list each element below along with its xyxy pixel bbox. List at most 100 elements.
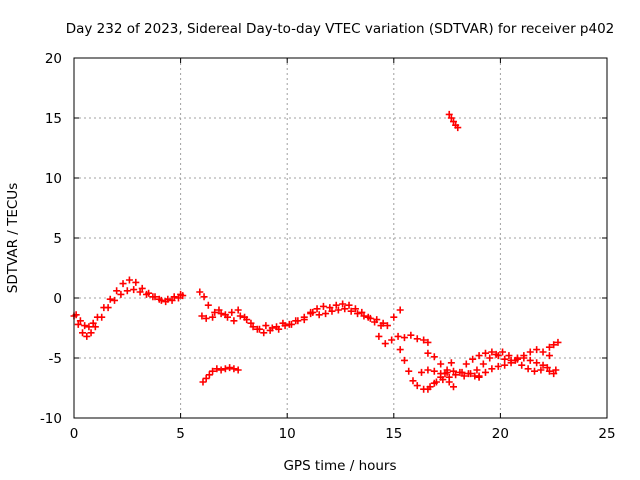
series-track-m bbox=[445, 110, 462, 132]
data-point bbox=[366, 314, 374, 322]
data-point bbox=[136, 288, 144, 296]
data-point bbox=[443, 366, 451, 374]
data-point bbox=[456, 368, 464, 376]
data-point bbox=[533, 346, 541, 354]
data-point bbox=[130, 286, 138, 294]
data-point bbox=[234, 366, 242, 374]
data-point bbox=[424, 349, 432, 357]
data-point bbox=[518, 361, 526, 369]
data-point bbox=[341, 305, 349, 313]
data-point bbox=[125, 276, 133, 284]
data-point bbox=[236, 312, 244, 320]
series-track-j bbox=[418, 366, 464, 378]
data-point bbox=[209, 367, 217, 375]
data-point bbox=[87, 329, 95, 337]
data-point bbox=[533, 359, 541, 367]
data-point bbox=[292, 317, 300, 325]
data-point bbox=[253, 325, 261, 333]
y-tick-label: 20 bbox=[45, 51, 62, 67]
series-track-a bbox=[70, 286, 187, 340]
data-point bbox=[199, 378, 207, 386]
data-point bbox=[409, 377, 417, 385]
data-point bbox=[300, 316, 308, 324]
data-point bbox=[437, 373, 445, 381]
y-tick-label: -5 bbox=[49, 351, 62, 367]
x-tick-label: 10 bbox=[279, 426, 296, 442]
data-point bbox=[326, 304, 334, 312]
data-point bbox=[430, 353, 438, 361]
data-point bbox=[145, 289, 153, 297]
series-track-k bbox=[424, 349, 457, 391]
data-point bbox=[113, 287, 121, 295]
data-point bbox=[494, 362, 502, 370]
chart-title: Day 232 of 2023, Sidereal Day-to-day VTE… bbox=[66, 21, 615, 37]
data-point bbox=[494, 352, 502, 360]
data-point bbox=[501, 355, 509, 363]
data-point bbox=[447, 359, 455, 367]
data-point bbox=[420, 336, 428, 344]
data-point bbox=[230, 365, 238, 373]
series-track-o bbox=[462, 346, 553, 368]
data-point bbox=[226, 364, 234, 372]
data-point bbox=[460, 372, 468, 380]
y-axis-label: SDTVAR / TECUs bbox=[5, 183, 21, 293]
data-point bbox=[445, 110, 453, 118]
data-points bbox=[70, 110, 562, 393]
y-tick-label: 5 bbox=[53, 231, 62, 247]
data-point bbox=[481, 368, 489, 376]
x-tick-label: 15 bbox=[385, 426, 402, 442]
series-track-b bbox=[72, 276, 185, 331]
data-point bbox=[117, 290, 125, 298]
data-point bbox=[373, 316, 381, 324]
data-point bbox=[260, 329, 268, 337]
data-point bbox=[462, 360, 470, 368]
data-point bbox=[285, 320, 293, 328]
series-track-i bbox=[396, 346, 483, 393]
data-point bbox=[526, 348, 534, 356]
data-point bbox=[174, 294, 182, 302]
data-point bbox=[91, 323, 99, 331]
data-point bbox=[501, 361, 509, 369]
data-point bbox=[394, 332, 402, 340]
series-track-d bbox=[198, 306, 300, 337]
data-point bbox=[526, 356, 534, 364]
data-point bbox=[545, 352, 553, 360]
data-point bbox=[552, 366, 560, 374]
data-point bbox=[209, 313, 217, 321]
data-point bbox=[93, 313, 101, 321]
grid bbox=[74, 58, 607, 418]
x-tick-label: 20 bbox=[492, 426, 509, 442]
x-tick-label: 5 bbox=[176, 426, 185, 442]
data-point bbox=[537, 366, 545, 374]
data-point bbox=[381, 340, 389, 348]
data-point bbox=[499, 348, 507, 356]
data-point bbox=[177, 290, 185, 298]
data-point bbox=[524, 365, 532, 373]
x-tick-label: 25 bbox=[598, 426, 615, 442]
series-track-q bbox=[545, 338, 562, 351]
data-point bbox=[332, 301, 340, 309]
data-point bbox=[89, 319, 97, 327]
data-point bbox=[418, 368, 426, 376]
data-point bbox=[452, 371, 460, 379]
data-point bbox=[531, 367, 539, 375]
data-point bbox=[454, 124, 462, 132]
series-track-r bbox=[545, 366, 560, 378]
plot-frame bbox=[73, 57, 608, 419]
data-point bbox=[388, 336, 396, 344]
data-point bbox=[221, 365, 229, 373]
data-point bbox=[475, 352, 483, 360]
data-point bbox=[351, 305, 359, 313]
data-point bbox=[79, 329, 87, 337]
series-track-l bbox=[424, 359, 455, 393]
series-track-n bbox=[460, 348, 551, 380]
data-point bbox=[74, 320, 82, 328]
data-point bbox=[221, 311, 229, 319]
x-tick-label: 0 bbox=[70, 426, 79, 442]
data-point bbox=[196, 288, 204, 296]
data-point bbox=[424, 385, 432, 393]
data-point bbox=[123, 287, 131, 295]
data-point bbox=[507, 359, 515, 367]
data-point bbox=[322, 310, 330, 318]
data-point bbox=[215, 306, 223, 314]
